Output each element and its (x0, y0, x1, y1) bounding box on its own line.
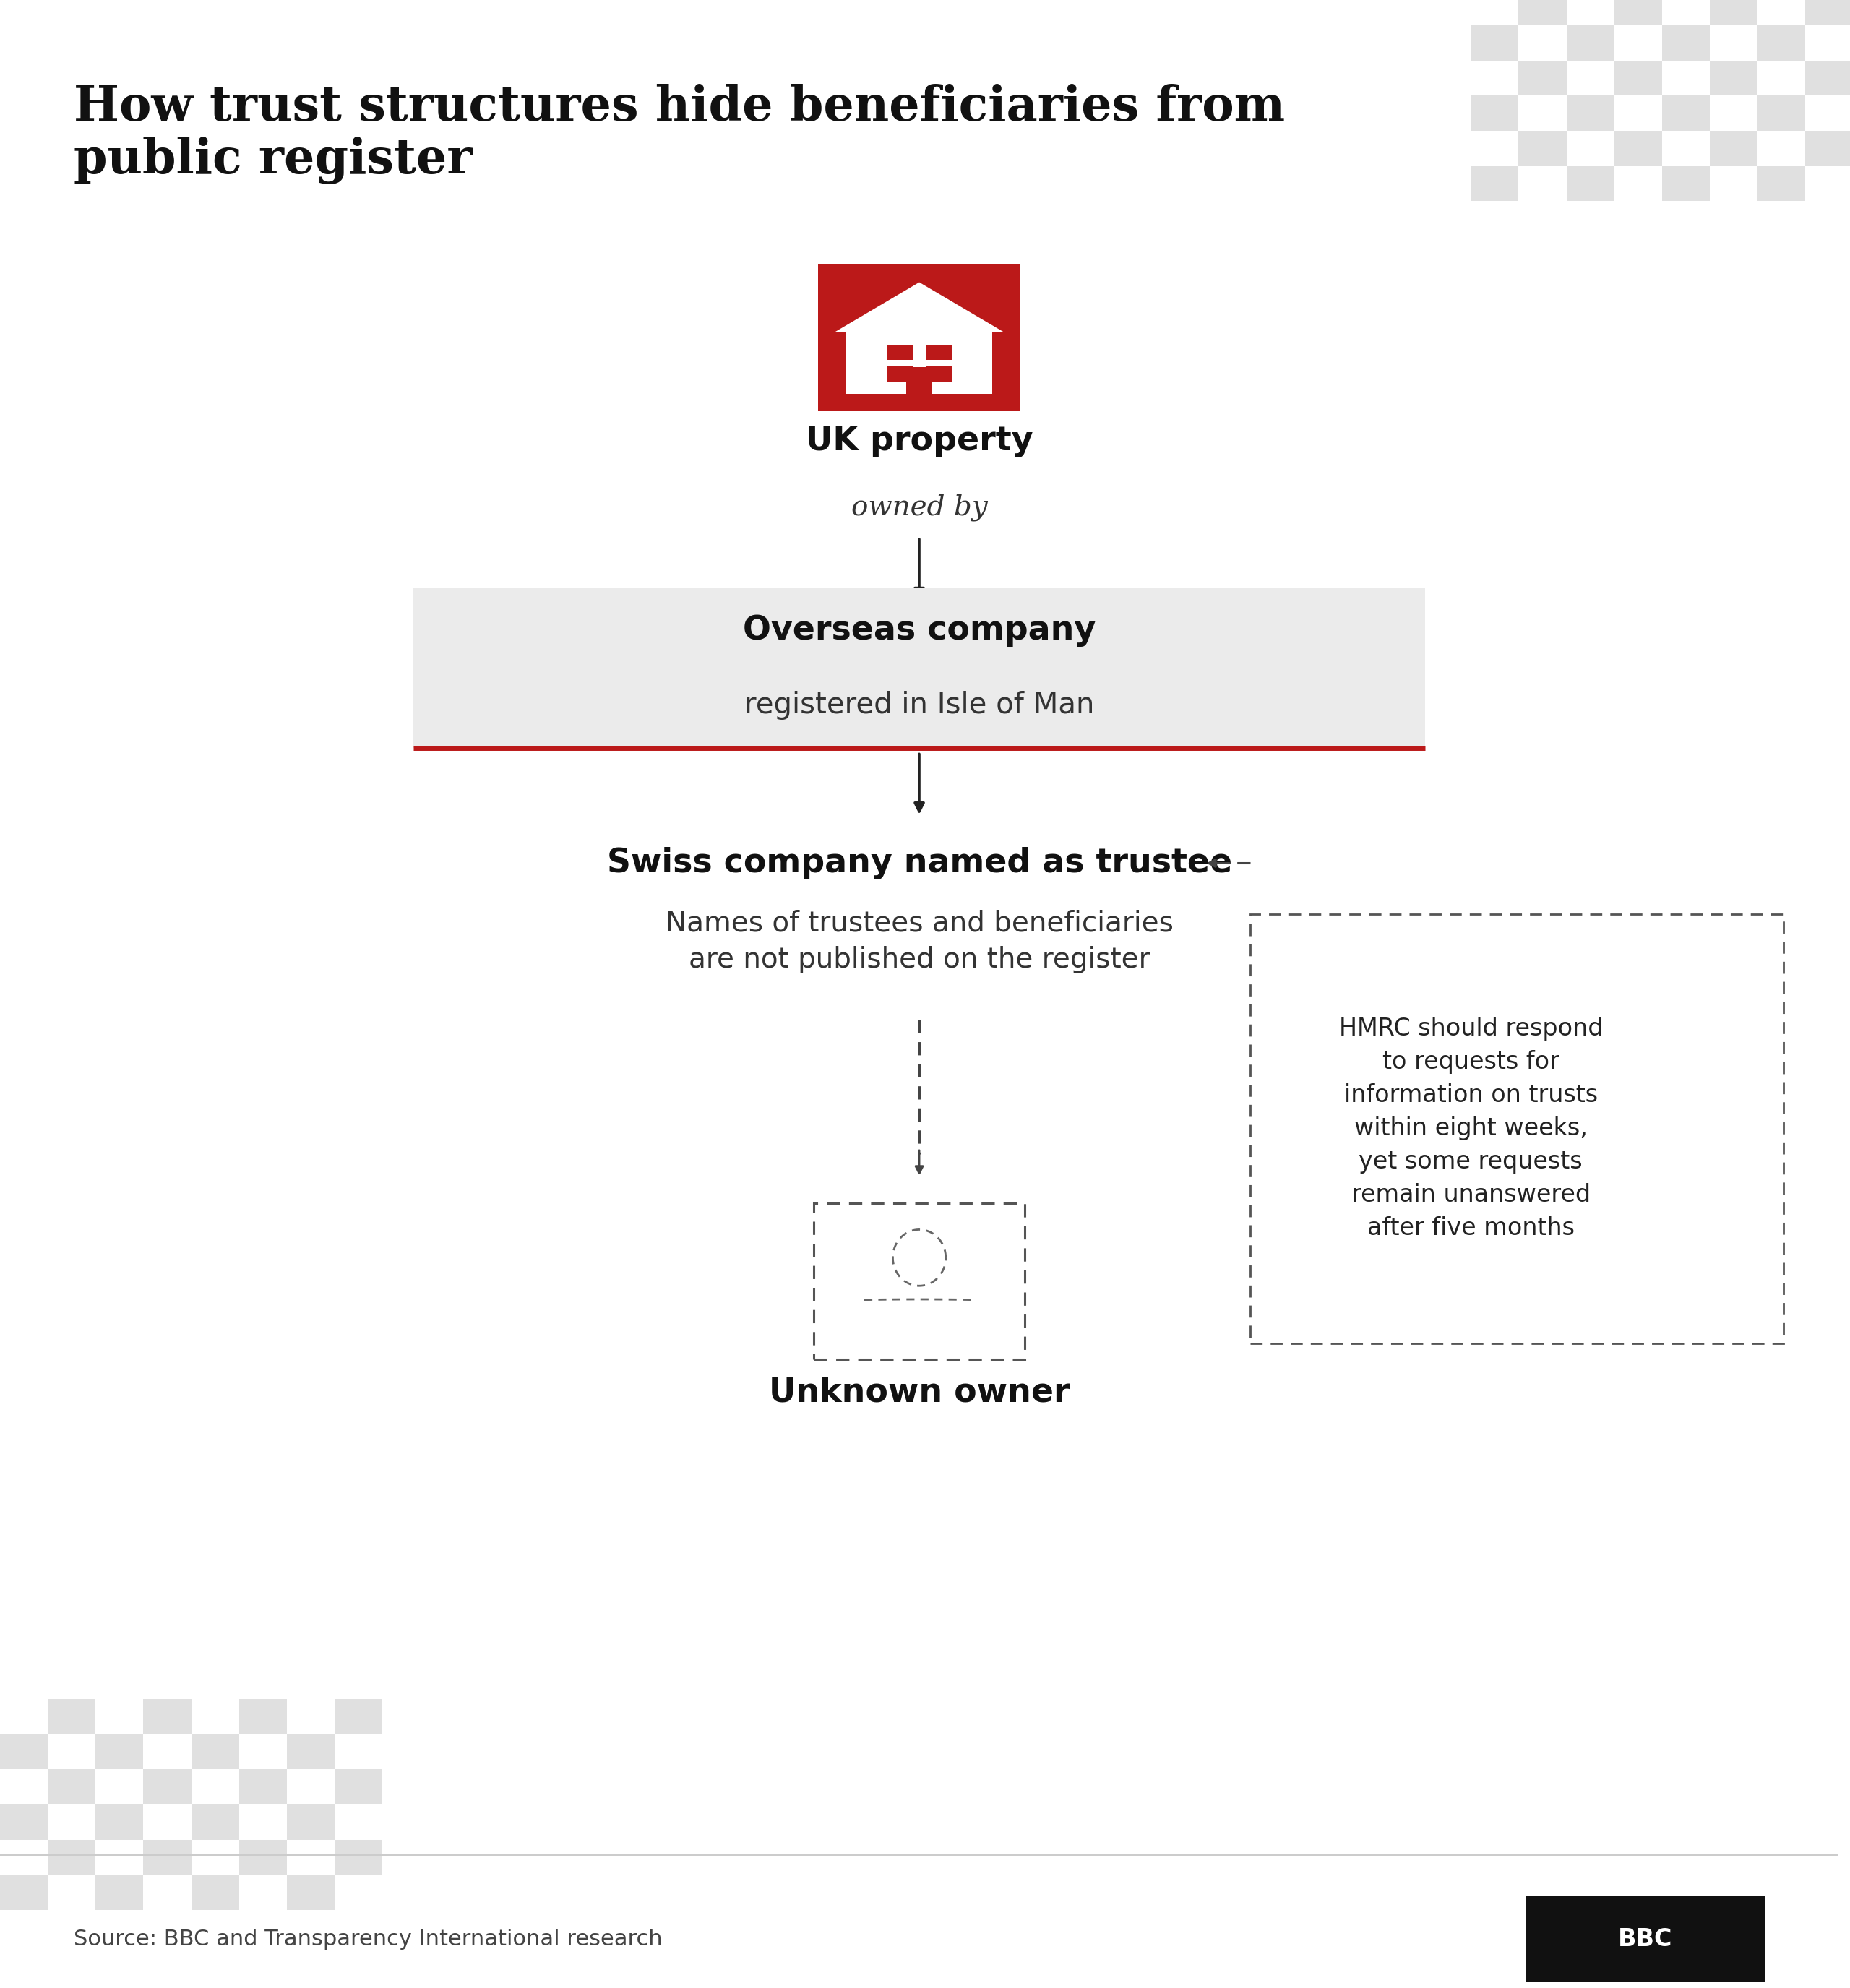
Polygon shape (834, 282, 1005, 332)
Bar (144, 1839, 191, 1875)
Bar (239, 1839, 287, 1875)
Bar (239, 1700, 287, 1734)
Text: Overseas company: Overseas company (744, 614, 1095, 646)
Text: registered in Isle of Man: registered in Isle of Man (744, 690, 1095, 720)
Bar (1806, 0, 1850, 26)
Text: owned by: owned by (851, 495, 988, 521)
Bar (1758, 95, 1806, 131)
Bar (1567, 167, 1615, 201)
Bar (1709, 60, 1758, 95)
Bar (239, 1769, 287, 1805)
Bar (0, 1805, 48, 1839)
Bar (1709, 0, 1758, 26)
Bar (48, 1700, 96, 1734)
FancyBboxPatch shape (818, 264, 1021, 412)
Bar (927, 346, 953, 360)
Bar (191, 1734, 239, 1769)
Bar (335, 1769, 383, 1805)
Text: How trust structures hide beneficiaries from
public register: How trust structures hide beneficiaries … (74, 83, 1284, 185)
Bar (927, 366, 953, 382)
Bar (1758, 26, 1806, 60)
Bar (888, 346, 914, 360)
Bar (1471, 95, 1519, 131)
Bar (144, 1700, 191, 1734)
Bar (1251, 914, 1783, 1344)
Text: Unknown owner: Unknown owner (770, 1376, 1069, 1409)
Bar (1519, 0, 1567, 26)
Bar (888, 366, 914, 382)
Bar (847, 332, 992, 394)
Bar (1806, 131, 1850, 167)
Bar (1471, 167, 1519, 201)
Bar (1758, 167, 1806, 201)
Bar (48, 1839, 96, 1875)
Bar (1661, 26, 1709, 60)
Bar (1806, 60, 1850, 95)
Bar (191, 1805, 239, 1839)
Bar (1661, 167, 1709, 201)
Bar (287, 1734, 335, 1769)
Text: BBC: BBC (1619, 1926, 1672, 1950)
Bar (144, 1769, 191, 1805)
Bar (335, 1839, 383, 1875)
Bar (1471, 26, 1519, 60)
Bar (96, 1875, 144, 1910)
FancyBboxPatch shape (414, 588, 1425, 747)
Text: Swiss company named as trustee: Swiss company named as trustee (607, 847, 1232, 879)
Bar (0, 1734, 48, 1769)
Text: Names of trustees and beneficiaries
are not published on the register: Names of trustees and beneficiaries are … (666, 909, 1173, 972)
Bar (1661, 95, 1709, 131)
FancyBboxPatch shape (1526, 1897, 1765, 1982)
Text: Source: BBC and Transparency International research: Source: BBC and Transparency Internation… (74, 1928, 662, 1950)
Bar (1615, 0, 1661, 26)
Bar (335, 1700, 383, 1734)
Bar (1567, 26, 1615, 60)
Bar (48, 1769, 96, 1805)
Bar (96, 1805, 144, 1839)
Bar (1567, 95, 1615, 131)
Bar (191, 1875, 239, 1910)
Bar (1519, 60, 1567, 95)
Bar (1615, 131, 1661, 167)
Bar (1709, 131, 1758, 167)
Bar (287, 1875, 335, 1910)
Bar (0, 1875, 48, 1910)
Bar (287, 1805, 335, 1839)
Bar (1615, 60, 1661, 95)
Text: HMRC should respond
to requests for
information on trusts
within eight weeks,
ye: HMRC should respond to requests for info… (1339, 1018, 1602, 1241)
Bar (96, 1734, 144, 1769)
Bar (907, 368, 932, 394)
Bar (814, 1203, 1025, 1360)
Text: UK property: UK property (805, 425, 1032, 457)
Bar (1519, 131, 1567, 167)
